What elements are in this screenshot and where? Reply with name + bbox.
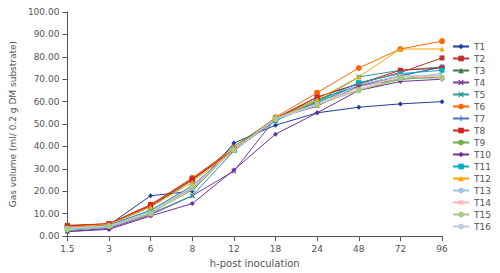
svg-text:20.00: 20.00 [34, 186, 60, 196]
svg-text:T16: T16 [473, 222, 491, 232]
svg-text:1.5: 1.5 [60, 244, 74, 254]
svg-text:Gas volume (ml/ 0.2 g DM subst: Gas volume (ml/ 0.2 g DM substrate) [8, 41, 18, 207]
svg-text:T15: T15 [473, 210, 491, 220]
svg-text:T11: T11 [473, 162, 491, 172]
svg-text:30.00: 30.00 [34, 164, 60, 174]
svg-text:40.00: 40.00 [34, 141, 60, 151]
svg-text:T5: T5 [473, 90, 485, 100]
svg-text:48: 48 [353, 244, 365, 254]
svg-text:T10: T10 [473, 150, 491, 160]
svg-text:h-post inoculation: h-post inoculation [210, 258, 300, 269]
svg-text:T6: T6 [473, 102, 485, 112]
svg-text:T12: T12 [473, 174, 491, 184]
svg-text:T7: T7 [473, 114, 485, 124]
svg-text:8: 8 [189, 244, 195, 254]
svg-text:T9: T9 [473, 138, 485, 148]
svg-text:60.00: 60.00 [34, 97, 60, 107]
svg-text:10.00: 10.00 [34, 209, 60, 219]
svg-text:T2: T2 [473, 54, 485, 64]
svg-text:3: 3 [106, 244, 112, 254]
svg-text:T1: T1 [473, 42, 485, 52]
svg-text:72: 72 [395, 244, 406, 254]
svg-text:T3: T3 [473, 66, 485, 76]
svg-text:T13: T13 [473, 186, 491, 196]
svg-text:T8: T8 [473, 126, 485, 136]
svg-text:12: 12 [228, 244, 239, 254]
svg-text:6: 6 [148, 244, 154, 254]
svg-text:50.00: 50.00 [34, 119, 60, 129]
svg-text:80.00: 80.00 [34, 52, 60, 62]
svg-text:96: 96 [436, 244, 448, 254]
svg-text:90.00: 90.00 [34, 29, 60, 39]
svg-text:24: 24 [311, 244, 323, 254]
svg-text:0.00: 0.00 [39, 231, 59, 241]
svg-text:T4: T4 [473, 78, 485, 88]
svg-text:T14: T14 [473, 198, 491, 208]
svg-text:70.00: 70.00 [34, 74, 60, 84]
svg-text:18: 18 [270, 244, 282, 254]
svg-text:100.00: 100.00 [28, 7, 60, 17]
